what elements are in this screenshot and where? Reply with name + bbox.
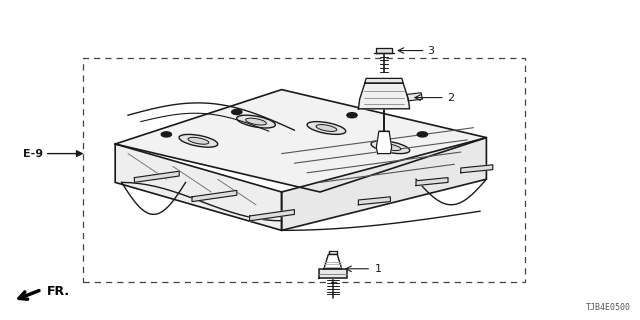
Ellipse shape [307, 122, 346, 134]
Ellipse shape [237, 115, 275, 128]
Circle shape [161, 132, 172, 137]
Ellipse shape [316, 124, 337, 132]
Polygon shape [324, 254, 342, 269]
Circle shape [347, 113, 357, 118]
Text: TJB4E0500: TJB4E0500 [586, 303, 630, 312]
Polygon shape [407, 93, 422, 101]
Polygon shape [192, 190, 237, 202]
Polygon shape [115, 144, 282, 230]
Polygon shape [365, 78, 403, 83]
Polygon shape [115, 90, 486, 192]
Ellipse shape [380, 144, 401, 151]
Text: 1: 1 [374, 264, 381, 274]
Ellipse shape [246, 118, 266, 125]
Polygon shape [461, 165, 493, 173]
Polygon shape [358, 83, 410, 109]
Ellipse shape [371, 141, 410, 154]
Polygon shape [376, 131, 392, 154]
Polygon shape [282, 138, 486, 230]
Circle shape [232, 109, 242, 115]
Polygon shape [250, 210, 294, 221]
Polygon shape [319, 269, 347, 278]
Text: 2: 2 [447, 92, 454, 103]
Ellipse shape [188, 137, 209, 144]
Polygon shape [416, 178, 448, 186]
Polygon shape [358, 197, 390, 205]
Polygon shape [134, 171, 179, 182]
Polygon shape [376, 48, 392, 53]
Bar [83, 58, 525, 282]
Circle shape [417, 132, 428, 137]
Text: FR.: FR. [47, 285, 70, 298]
Text: 3: 3 [428, 45, 435, 56]
Text: E-9: E-9 [23, 148, 43, 159]
Ellipse shape [179, 134, 218, 147]
